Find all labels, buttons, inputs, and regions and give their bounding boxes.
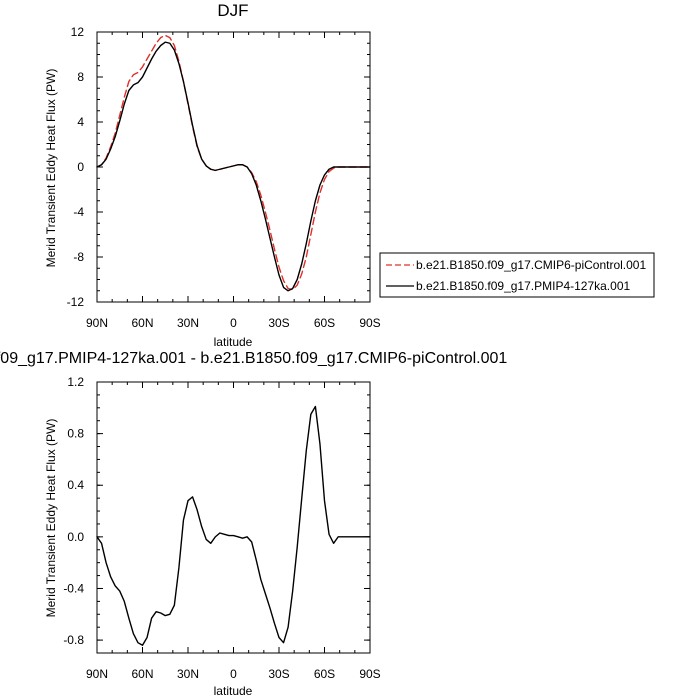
- series-line-0: [96, 405, 371, 646]
- series-line-0: [96, 34, 371, 291]
- x-tick-label: 0: [230, 316, 237, 330]
- bottom-chart-ticks: [96, 381, 371, 654]
- y-tick-label: -0.4: [63, 581, 84, 595]
- x-tick-label: 90S: [359, 316, 380, 330]
- x-tick-label: 90N: [86, 316, 108, 330]
- legend-label-picontrol: b.e21.B1850.f09_g17.CMIP6-piControl.001: [416, 258, 646, 272]
- top-chart-legend: b.e21.B1850.f09_g17.CMIP6-piControl.001 …: [379, 252, 655, 298]
- x-tick-label: 30N: [177, 667, 199, 681]
- bottom-y-tick-labels: -0.8 -0.4 0.0 0.4 0.8 1.2: [63, 375, 84, 647]
- x-tick-label: 30S: [268, 667, 289, 681]
- y-tick-label: 4: [77, 115, 84, 129]
- top-chart-title: DJF: [217, 1, 248, 20]
- x-tick-label: 30N: [177, 316, 199, 330]
- top-x-tick-labels: 90N 60N 30N 0 30S 60S 90S: [86, 316, 381, 330]
- bottom-y-axis-label: Merid Transient Eddy Heat Flux (PW): [44, 419, 58, 618]
- y-tick-label: -8: [73, 250, 84, 264]
- y-tick-label: 0.0: [67, 530, 84, 544]
- bottom-chart-title: 850.f09_g17.PMIP4-127ka.001 - b.e21.B185…: [0, 350, 507, 367]
- x-tick-label: 60N: [131, 667, 153, 681]
- y-tick-label: 0: [77, 160, 84, 174]
- x-tick-label: 60S: [314, 316, 335, 330]
- legend-label-127ka: b.e21.B1850.f09_g17.PMIP4-127ka.001: [416, 279, 630, 293]
- x-tick-label: 90N: [86, 667, 108, 681]
- top-chart-series: [96, 34, 371, 292]
- y-tick-label: 0.8: [67, 427, 84, 441]
- y-tick-label: -0.8: [63, 633, 84, 647]
- top-y-axis-label: Merid Transient Eddy Heat Flux (PW): [44, 69, 58, 268]
- y-tick-label: -12: [67, 295, 85, 309]
- series-line-1: [96, 41, 371, 292]
- x-tick-label: 60N: [131, 316, 153, 330]
- y-tick-label: 0.4: [67, 478, 84, 492]
- x-tick-label: 60S: [314, 667, 335, 681]
- x-tick-label: 90S: [359, 667, 380, 681]
- bottom-x-tick-labels: 90N 60N 30N 0 30S 60S 90S: [86, 667, 381, 681]
- bottom-plot-frame: [96, 381, 371, 654]
- top-plot-frame: [96, 31, 371, 303]
- y-tick-label: 1.2: [67, 375, 84, 389]
- top-y-tick-labels: -12 -8 -4 0 4 8 12: [67, 25, 85, 309]
- bottom-chart-panel: 850.f09_g17.PMIP4-127ka.001 - b.e21.B185…: [0, 350, 507, 698]
- top-x-axis-label: latitude: [214, 335, 253, 349]
- x-tick-label: 30S: [268, 316, 289, 330]
- y-tick-label: -4: [73, 205, 84, 219]
- y-tick-label: 8: [77, 70, 84, 84]
- bottom-chart-series: [96, 405, 371, 646]
- legend-box: [379, 252, 655, 298]
- top-chart-panel: DJF 90N 60N 30N 0 30S 60S 90S -12 -8 -4 0 4 8 12 lat…: [44, 1, 655, 349]
- y-tick-label: 12: [71, 25, 85, 39]
- bottom-x-axis-label: latitude: [214, 684, 253, 698]
- x-tick-label: 0: [230, 667, 237, 681]
